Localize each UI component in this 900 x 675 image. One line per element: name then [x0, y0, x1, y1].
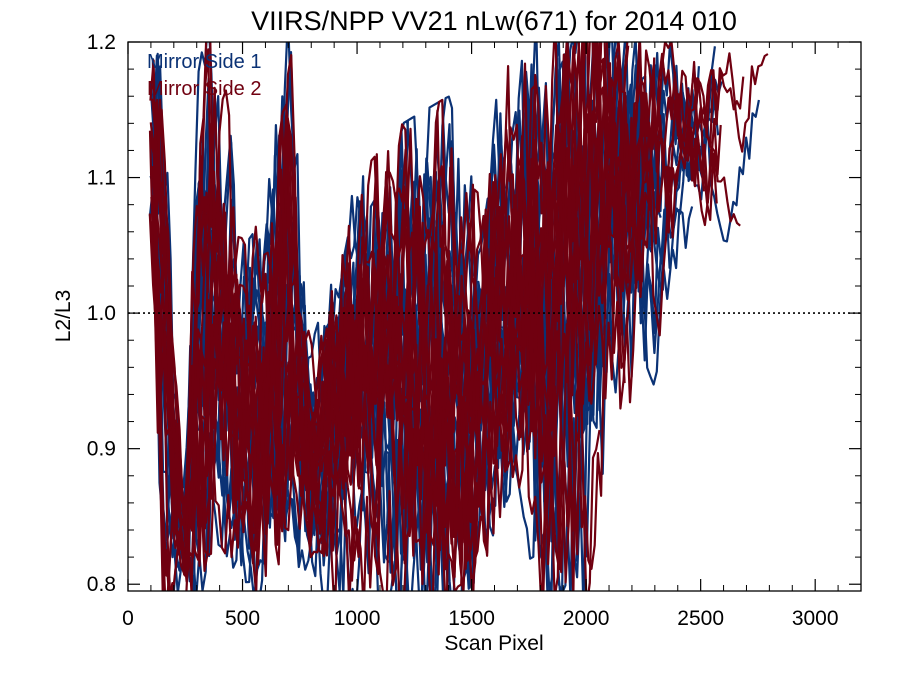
y-axis-label: L2/L3 [52, 290, 75, 343]
x-tick-label: 2000 [563, 607, 610, 630]
y-axis: 0.8 0.9 1.0 1.1 1.2 [87, 31, 861, 596]
x-axis-label: Scan Pixel [444, 632, 543, 655]
x-tick-label: 3000 [792, 607, 839, 630]
y-tick-label: 0.9 [87, 438, 116, 461]
data-traces [148, 42, 769, 591]
x-tick-label: 500 [225, 607, 260, 630]
x-tick-label: 2500 [677, 607, 724, 630]
x-tick-label: 1500 [448, 607, 495, 630]
legend-item-mirror-side-2: Mirror Side 2 [147, 78, 261, 100]
y-tick-label: 1.1 [87, 167, 116, 190]
series-line-mirror-side-2 [149, 45, 630, 566]
x-axis: 0 500 1000 1500 2000 2500 3000 [122, 42, 839, 630]
legend-item-mirror-side-1: Mirror Side 1 [147, 51, 261, 73]
legend: Mirror Side 1 Mirror Side 2 [147, 51, 261, 100]
chart-title: VIIRS/NPP VV21 nLw(671) for 2014 010 [251, 6, 737, 36]
x-tick-label: 1000 [334, 607, 381, 630]
y-tick-label: 0.8 [87, 573, 116, 596]
y-tick-label: 1.0 [87, 302, 116, 325]
x-tick-label: 0 [122, 607, 134, 630]
y-tick-label: 1.2 [87, 31, 116, 54]
